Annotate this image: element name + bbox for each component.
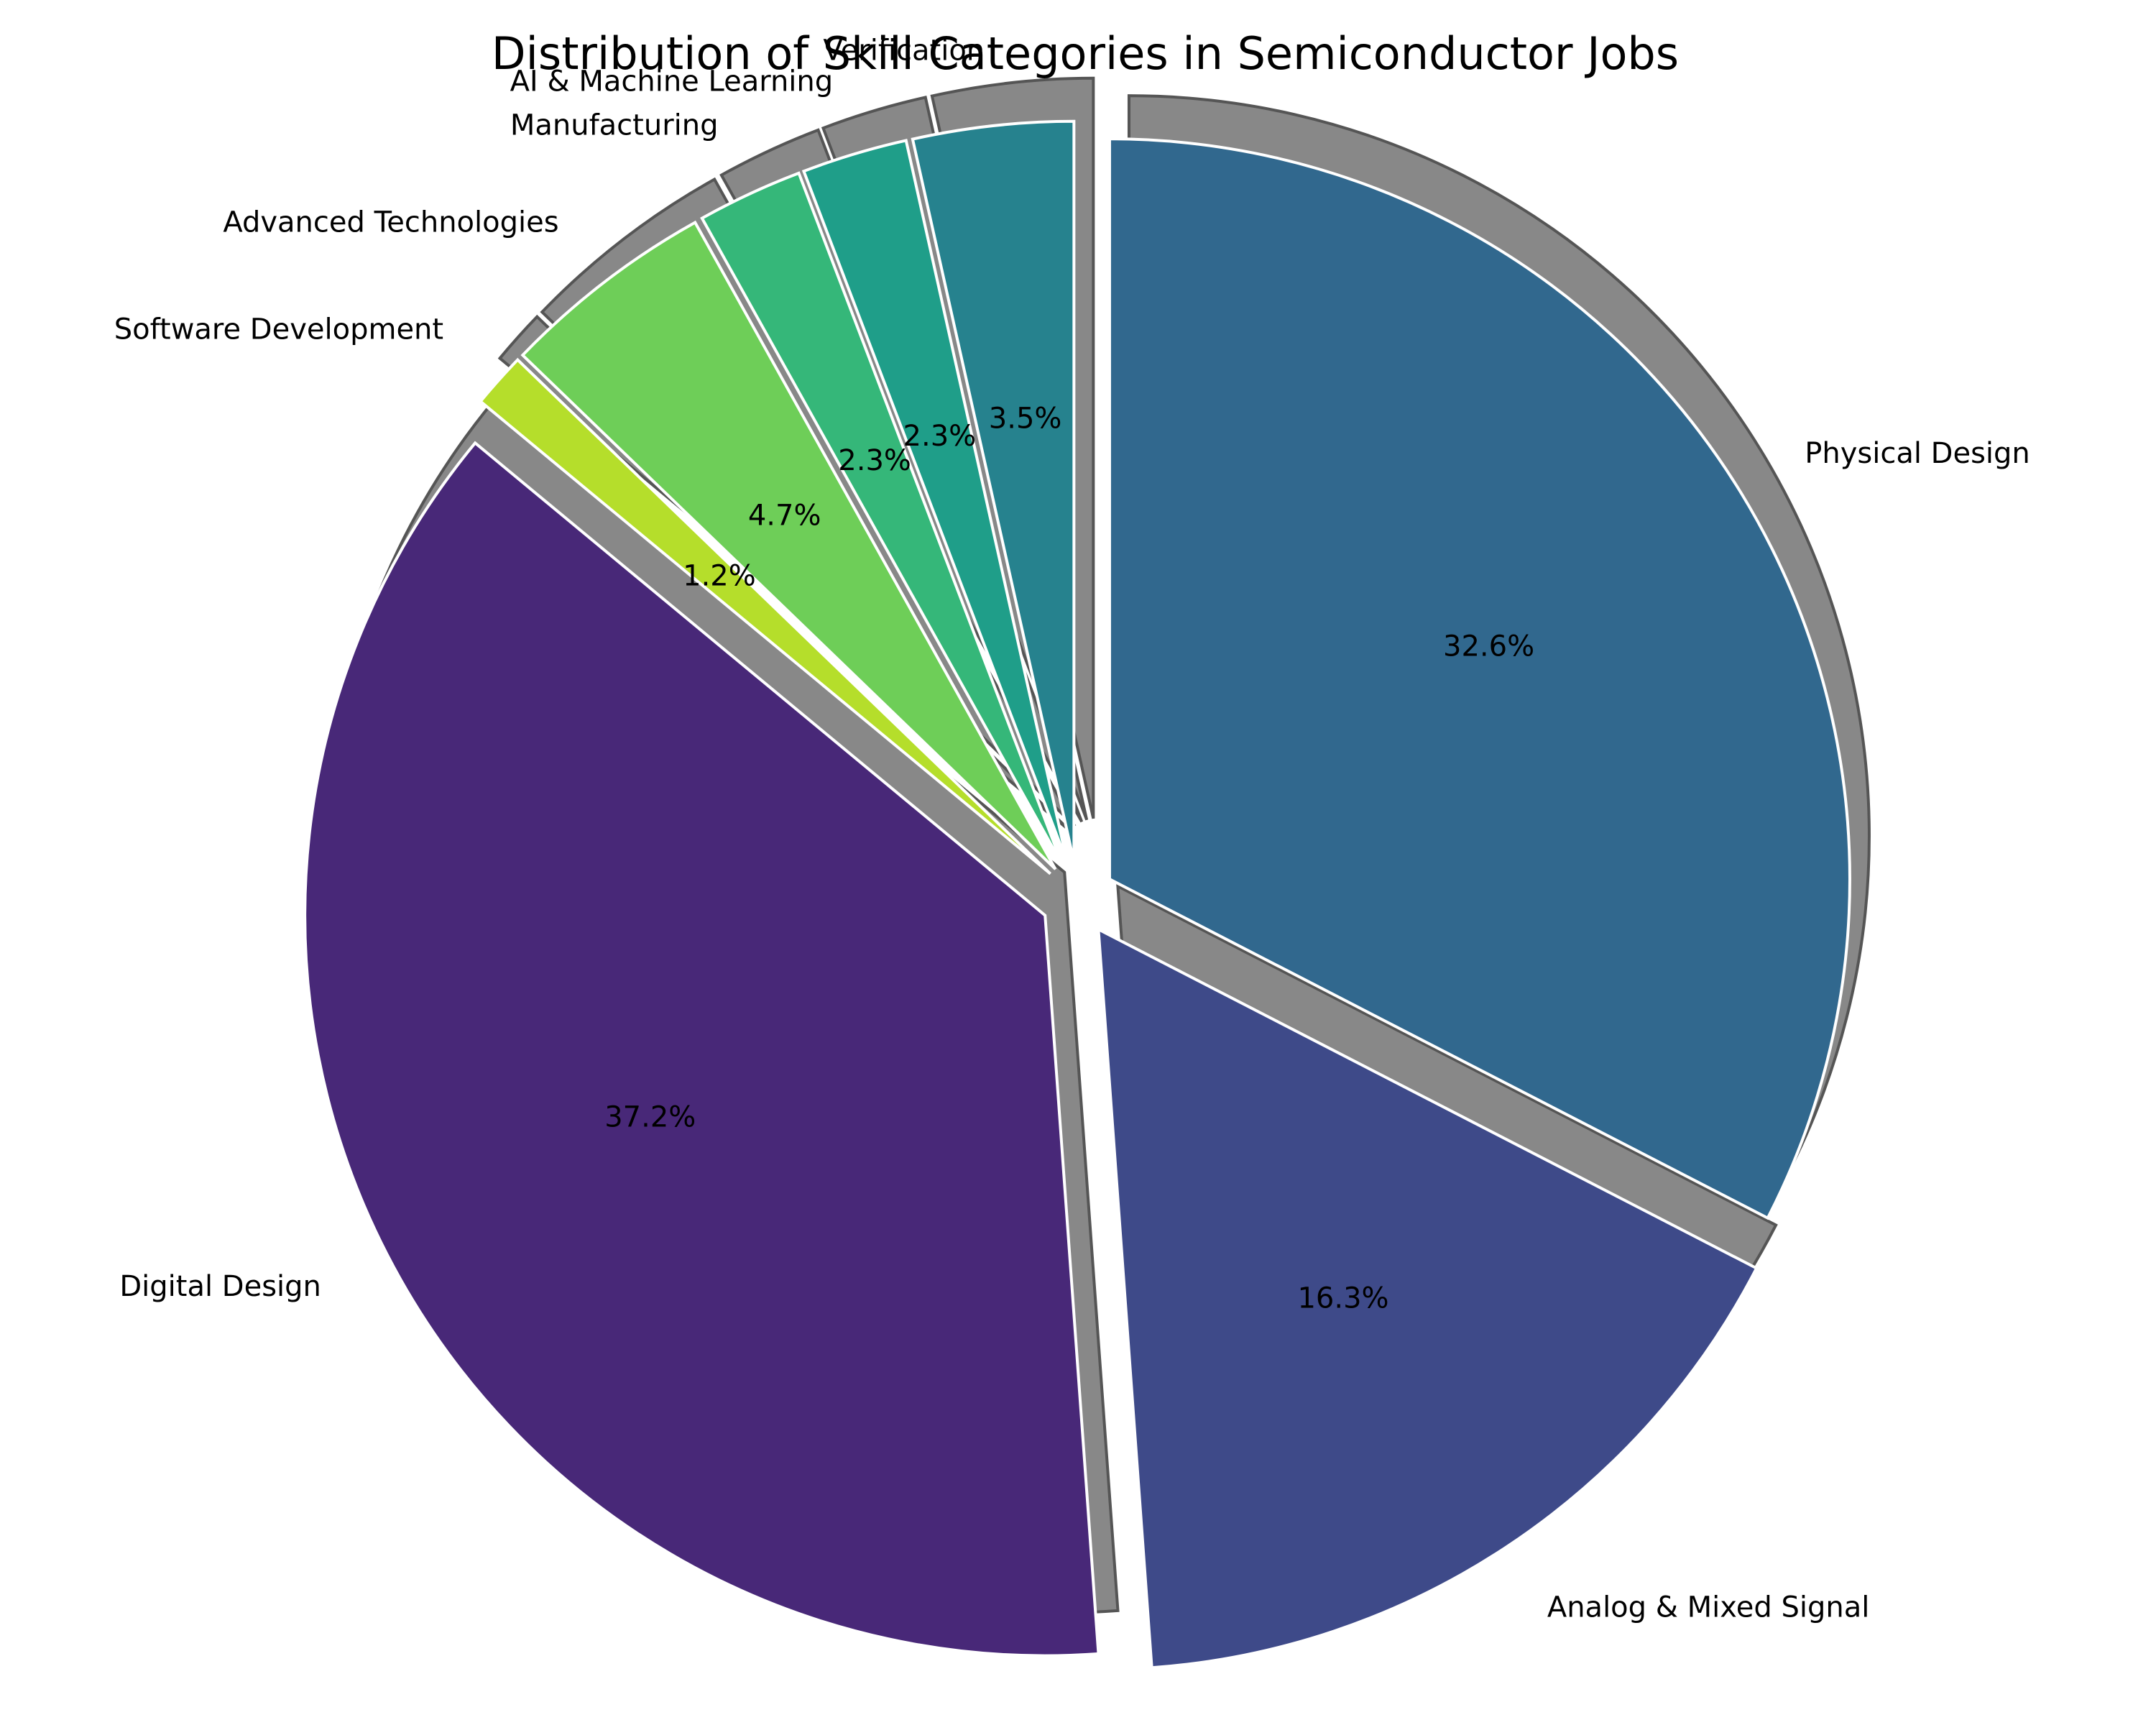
slice-label-ai-and-machine-learning: AI & Machine Learning xyxy=(510,65,834,98)
slice-percent-digital-design: 37.2% xyxy=(604,1100,696,1133)
pie-slice-physical-design xyxy=(1107,137,1851,1220)
pie-slice-software-development xyxy=(478,357,1051,875)
slice-label-digital-design: Digital Design xyxy=(119,1270,321,1303)
slice-percent-physical-design: 32.6% xyxy=(1443,630,1534,663)
slice-percent-analog-and-mixed-signal: 16.3% xyxy=(1297,1282,1388,1315)
slice-percent-ai-and-machine-learning: 2.3% xyxy=(903,420,977,453)
pie-slice-ai-and-machine-learning xyxy=(801,139,1069,864)
slice-percent-software-development: 1.2% xyxy=(683,560,756,593)
pie-slice-analog-and-mixed-signal xyxy=(1097,926,1759,1670)
slice-label-physical-design: Physical Design xyxy=(1805,437,2030,470)
pie-slice-manufacturing xyxy=(700,171,1064,866)
slice-label-manufacturing: Manufacturing xyxy=(510,109,719,142)
slice-label-verification: Verification xyxy=(823,34,985,68)
pie-slice-digital-design xyxy=(303,441,1100,1657)
label-layer: Physical Design 32.6% Analog & Mixed Signa… xyxy=(114,34,2030,1624)
slice-label-analog-and-mixed-signal: Analog & Mixed Signal xyxy=(1547,1591,1869,1624)
slice-percent-advanced-technologies: 4.7% xyxy=(748,499,821,532)
slice-label-advanced-technologies: Advanced Technologies xyxy=(223,206,558,239)
chart-title: Distribution of Skill Categories in Semi… xyxy=(492,27,1679,80)
slice-label-software-development: Software Development xyxy=(114,313,443,346)
wedge-layer xyxy=(303,119,1851,1670)
slice-percent-manufacturing: 2.3% xyxy=(838,444,911,477)
pie-slice-verification xyxy=(911,119,1076,862)
slice-percent-verification: 3.5% xyxy=(989,402,1062,436)
pie-slice-advanced-technologies xyxy=(520,220,1057,870)
